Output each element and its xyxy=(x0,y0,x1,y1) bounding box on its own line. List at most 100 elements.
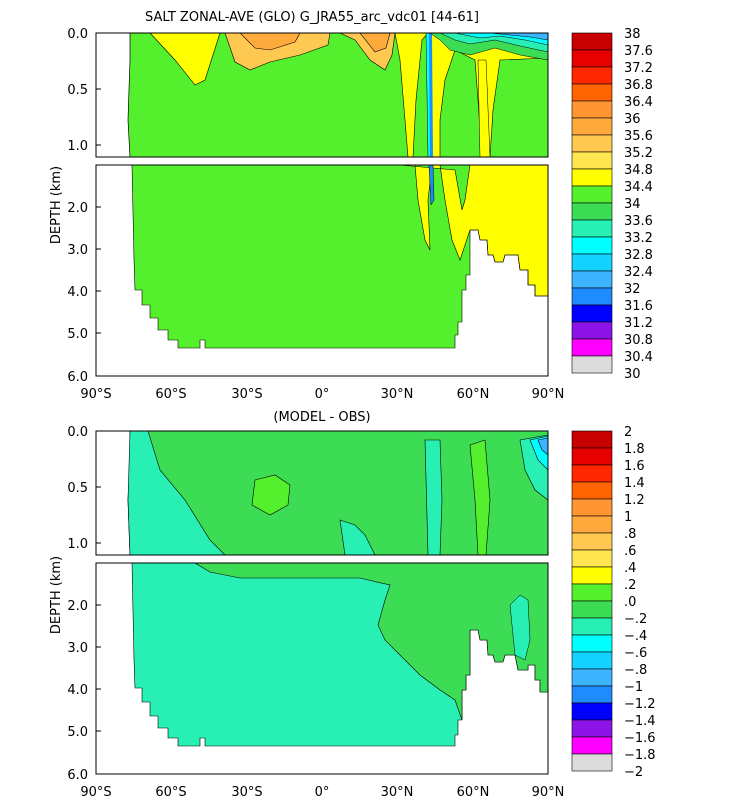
x-tick-label: 30°N xyxy=(381,387,414,402)
x-tick-label: 60°S xyxy=(155,785,186,800)
upper-plot-area xyxy=(95,32,549,158)
x-tick-label: 30°N xyxy=(381,785,414,800)
colorbar-label: 36.4 xyxy=(624,95,653,110)
colorbar-label: 30.4 xyxy=(624,350,653,365)
y-tick-label: 0.0 xyxy=(67,27,88,42)
x-axis-panel1: 90°S 60°S 30°S 0° 30°N 60°N 90°N xyxy=(80,387,564,402)
colorbar-swatch xyxy=(571,321,613,340)
x-tick-label: 30°S xyxy=(231,785,262,800)
colorbar-swatch xyxy=(571,100,613,119)
y-axis-panel1: 0.0 0.5 1.0 2.0 3.0 4.0 5.0 6.0 DEPTH (k… xyxy=(49,27,101,385)
field-diff-neg-3 xyxy=(424,439,443,556)
field-diff-neg-2 xyxy=(339,519,376,556)
colorbar-label: 32.4 xyxy=(624,265,653,280)
colorbar-swatch xyxy=(571,515,613,534)
colorbar-swatch xyxy=(571,549,613,568)
colorbar-label: −.8 xyxy=(624,663,647,678)
colorbar-label: .4 xyxy=(624,561,636,576)
colorbar-swatch xyxy=(571,287,613,306)
y-tick-label: 4.0 xyxy=(67,285,88,300)
colorbar-label: 34.4 xyxy=(624,180,653,195)
colorbar-label: 33.2 xyxy=(624,231,653,246)
y-tick-label: 0.5 xyxy=(67,481,88,496)
x-tick-label: 60°N xyxy=(457,387,490,402)
y-tick-label: 1.0 xyxy=(67,139,88,154)
colorbar-swatch xyxy=(571,583,613,602)
colorbar-swatch xyxy=(571,202,613,221)
colorbar-label: 1.6 xyxy=(624,459,645,474)
colorbar-label: .6 xyxy=(624,544,636,559)
colorbar-swatch xyxy=(571,117,613,136)
colorbar-label: 37.6 xyxy=(624,44,653,59)
colorbar-label: −.4 xyxy=(624,629,647,644)
y-tick-label: 4.0 xyxy=(67,683,88,698)
lower-plot-area xyxy=(95,164,549,377)
x-tick-label: 60°N xyxy=(457,785,490,800)
panel-model-minus-obs: (MODEL - OBS) xyxy=(49,410,656,800)
colorbar-swatch xyxy=(571,134,613,153)
colorbar-label: −1.2 xyxy=(624,697,656,712)
colorbar-swatch xyxy=(571,185,613,204)
x-tick-label: 90°N xyxy=(532,785,565,800)
field-deep-outline xyxy=(131,164,549,349)
colorbar-label: −.2 xyxy=(624,612,647,627)
colorbar-salinity: 38 37.6 37.2 36.8 36.4 36 35.6 35.2 34.8 34.4 34 33… xyxy=(571,27,653,382)
colorbar-label: 33.6 xyxy=(624,214,653,229)
colorbar-label: 36 xyxy=(624,112,641,127)
colorbar-label: .0 xyxy=(624,595,636,610)
colorbar-swatch xyxy=(571,236,613,255)
colorbar-label: 31.6 xyxy=(624,299,653,314)
colorbar-label: .8 xyxy=(624,527,636,542)
y-tick-label: 2.0 xyxy=(67,201,88,216)
colorbar-swatch xyxy=(571,651,613,670)
field-diff-deep-neg-2 xyxy=(509,594,531,661)
chart-title: SALT ZONAL-AVE (GLO) G_JRA55_arc_vdc01 [… xyxy=(145,10,479,25)
colorbar-label: 30.8 xyxy=(624,333,653,348)
y-tick-label: 5.0 xyxy=(67,725,88,740)
colorbar-swatch xyxy=(571,168,613,187)
lower-plot-area-2 xyxy=(95,562,549,775)
colorbar-swatch xyxy=(571,253,613,272)
colorbar-swatch xyxy=(571,481,613,500)
y-tick-label: 0.0 xyxy=(67,425,88,440)
x-tick-label: 0° xyxy=(315,387,330,402)
x-tick-label: 90°S xyxy=(80,785,111,800)
colorbar-label: 34.8 xyxy=(624,163,653,178)
colorbar-label: 2 xyxy=(624,425,632,440)
colorbar-label: 1.8 xyxy=(624,442,645,457)
field-low-40n-core xyxy=(429,33,433,157)
chart-title: (MODEL - OBS) xyxy=(273,410,370,425)
y-tick-label: 5.0 xyxy=(67,327,88,342)
colorbar-label: 38 xyxy=(624,27,641,42)
colorbar-swatch xyxy=(571,464,613,483)
x-tick-label: 60°S xyxy=(155,387,186,402)
colorbar-swatch xyxy=(571,617,613,636)
y-tick-label: 0.5 xyxy=(67,83,88,98)
x-axis-panel2: 90°S 60°S 30°S 0° 30°N 60°N 90°N xyxy=(80,785,564,800)
colorbar-swatch xyxy=(571,753,613,772)
upper-plot-area-2 xyxy=(95,430,549,556)
field-deep-34-4 xyxy=(132,165,548,348)
colorbar-label: 1 xyxy=(624,510,632,525)
colorbar-swatch xyxy=(571,49,613,68)
colorbar-label: 36.8 xyxy=(624,78,653,93)
colorbar-label: 30 xyxy=(624,367,641,382)
x-tick-label: 90°S xyxy=(80,387,111,402)
colorbar-swatch xyxy=(571,338,613,357)
colorbar-label: −1.4 xyxy=(624,714,656,729)
field-diff-deep-pos xyxy=(193,562,549,721)
y-tick-label: 6.0 xyxy=(67,768,88,783)
colorbar-swatch xyxy=(571,498,613,517)
colorbar-label: 35.2 xyxy=(624,146,653,161)
colorbar-swatch xyxy=(571,634,613,653)
colorbar-swatch xyxy=(571,668,613,687)
colorbar-label: 37.2 xyxy=(624,61,653,76)
colorbar-label: .2 xyxy=(624,578,636,593)
upper-plot-frame-2 xyxy=(95,430,549,556)
colorbar-swatch xyxy=(571,600,613,619)
colorbar-swatch xyxy=(571,219,613,238)
colorbar-swatch xyxy=(571,736,613,755)
colorbar-swatch xyxy=(571,532,613,551)
colorbar-swatch xyxy=(571,66,613,85)
